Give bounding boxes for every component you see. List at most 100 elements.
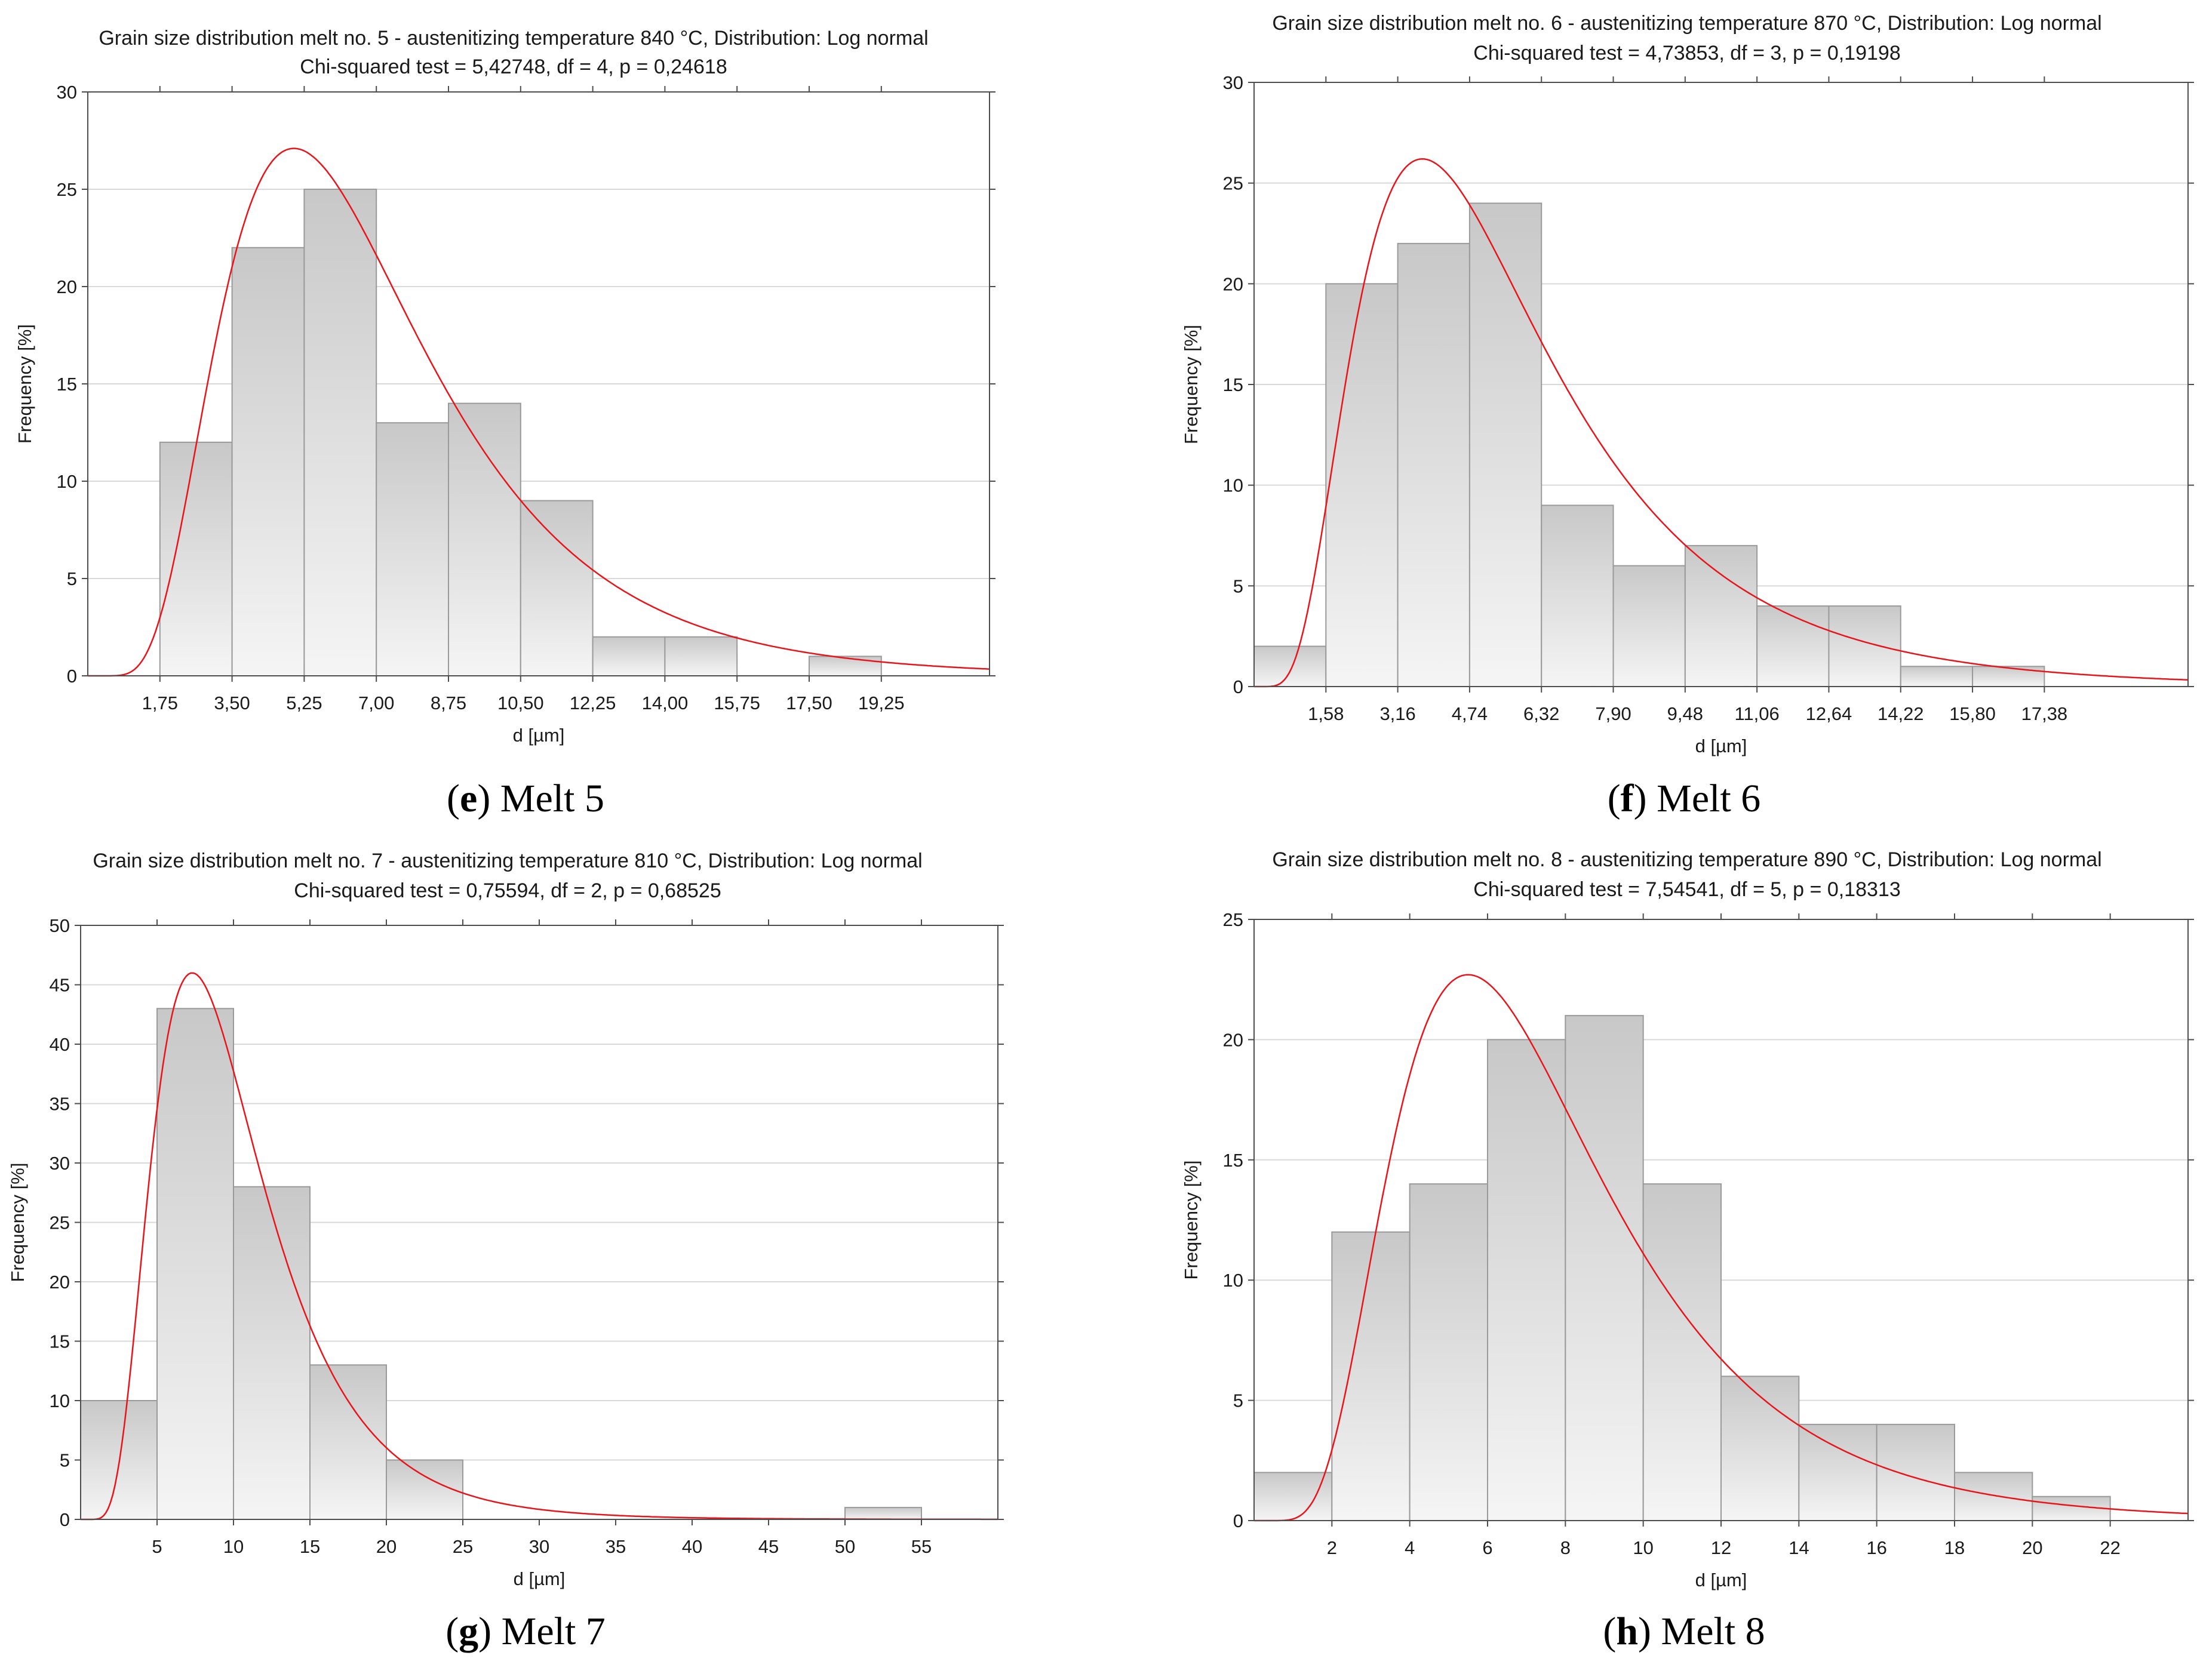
y-ticks: 0 5 10 15 20 25 30 <box>1223 72 2194 697</box>
bars <box>1253 202 2045 688</box>
x-tick-label: 30 <box>529 1536 549 1557</box>
y-tick-label: 5 <box>1233 576 1243 596</box>
x-axis-label: d [µm] <box>514 1568 566 1589</box>
chart-title-line-1: Grain size distribution melt no. 6 - aus… <box>1272 12 2101 35</box>
y-tick-label: 25 <box>50 1213 70 1233</box>
y-tick-label: 0 <box>1233 1510 1243 1531</box>
x-tick-label: 11,06 <box>1735 703 1780 724</box>
x-tick-label: 10 <box>1633 1537 1653 1558</box>
x-tick-label: 14,22 <box>1878 703 1924 724</box>
x-tick-label: 8,75 <box>431 693 466 713</box>
chart-title-line-2: Chi-squared test = 0,75594, df = 2, p = … <box>294 879 721 902</box>
histogram-bar <box>1876 1423 1955 1521</box>
histogram-bar <box>844 1507 922 1520</box>
y-tick-label: 20 <box>50 1272 70 1293</box>
histogram-bar <box>1468 202 1542 687</box>
histogram-bar <box>809 656 882 677</box>
y-tick-label: 30 <box>1223 72 1243 93</box>
figure-caption: (e) Melt 5 <box>447 777 604 820</box>
histogram-bar <box>1798 1423 1878 1521</box>
y-tick-label: 10 <box>1223 475 1243 496</box>
y-tick-label: 0 <box>60 1509 70 1530</box>
histogram-bar <box>1541 504 1614 688</box>
x-tick-label: 3,16 <box>1379 703 1415 724</box>
x-tick-label: 5 <box>152 1536 162 1557</box>
chart-melt-8: Grain size distribution melt no. 8 - aus… <box>1181 848 2194 1590</box>
y-tick-label: 0 <box>67 666 77 687</box>
y-tick-label: 20 <box>1223 1029 1243 1050</box>
bars <box>80 1008 922 1520</box>
y-ticks: 0 5 10 15 20 25 <box>1223 909 2194 1531</box>
y-tick-label: 40 <box>50 1034 70 1055</box>
histogram-bar <box>1828 605 1901 687</box>
x-tick-label: 3,50 <box>214 693 250 713</box>
x-tick-label: 14,00 <box>642 693 689 713</box>
histogram-bar <box>1253 645 1327 687</box>
x-tick-label: 20 <box>376 1536 397 1557</box>
x-tick-label: 25 <box>453 1536 473 1557</box>
fit-curve <box>1254 158 2189 688</box>
figure-caption: (g) Melt 7 <box>445 1610 606 1653</box>
x-tick-label: 10,50 <box>497 693 544 713</box>
x-tick-label: 15,75 <box>714 693 760 713</box>
chart-title-line-2: Chi-squared test = 4,73853, df = 3, p = … <box>1473 42 1900 64</box>
chart-title-line-2: Chi-squared test = 5,42748, df = 4, p = … <box>300 56 727 78</box>
x-tick-label: 10 <box>223 1536 244 1557</box>
chart-panel-melt-7: Grain size distribution melt no. 7 - aus… <box>0 833 1051 1657</box>
x-tick-label: 40 <box>682 1536 702 1557</box>
x-tick-label: 12,64 <box>1806 703 1852 724</box>
caption-letter: f <box>1620 777 1634 820</box>
caption-text: Melt 8 <box>1661 1610 1765 1653</box>
y-tick-label: 30 <box>57 82 77 103</box>
chart-panel-melt-8: Grain size distribution melt no. 8 - aus… <box>1159 833 2197 1657</box>
figure-caption: (h) Melt 8 <box>1603 1610 1765 1653</box>
x-axis-label: d [µm] <box>513 725 565 746</box>
histogram-bar <box>1409 1183 1488 1521</box>
y-tick-label: 25 <box>57 179 77 200</box>
y-tick-label: 10 <box>1223 1270 1243 1291</box>
histogram-bar <box>592 636 666 677</box>
y-tick-label: 15 <box>1223 374 1243 395</box>
histogram-bar <box>1954 1472 2033 1521</box>
histogram-bar <box>386 1459 463 1520</box>
histogram-bar <box>309 1364 387 1520</box>
x-tick-label: 8 <box>1560 1537 1571 1558</box>
x-tick-label: 50 <box>835 1536 855 1557</box>
y-tick-label: 5 <box>1233 1390 1243 1411</box>
x-tick-label: 35 <box>606 1536 626 1557</box>
x-tick-label: 9,48 <box>1667 703 1703 724</box>
bars <box>1253 1015 2111 1521</box>
chart-panel-melt-6: Grain size distribution melt no. 6 - aus… <box>1159 0 2197 824</box>
x-tick-label: 6,32 <box>1523 703 1559 724</box>
lognormal-fit-line <box>1254 974 2189 1522</box>
histogram-bar <box>448 402 521 676</box>
histogram-bar <box>303 189 377 676</box>
histogram-bar <box>233 1186 311 1520</box>
caption-text: Melt 6 <box>1657 777 1761 820</box>
histogram-bar <box>156 1008 234 1520</box>
y-tick-label: 15 <box>50 1331 70 1352</box>
x-tick-label: 12 <box>1711 1537 1731 1558</box>
caption-letter: e <box>460 777 478 820</box>
x-tick-label: 5,25 <box>286 693 322 713</box>
histogram-bar <box>1684 544 1758 687</box>
x-ticks: 5 10 15 20 25 30 35 40 45 50 55 <box>152 919 932 1557</box>
histogram-bar <box>1720 1376 1800 1521</box>
x-tick-label: 20 <box>2022 1537 2042 1558</box>
y-tick-label: 0 <box>1233 676 1243 697</box>
histogram-bar <box>1642 1183 1722 1521</box>
x-tick-label: 6 <box>1482 1537 1492 1558</box>
x-tick-label: 17,38 <box>2021 703 2068 724</box>
y-tick-label: 20 <box>1223 273 1243 294</box>
histogram-bar <box>1253 1472 1333 1521</box>
x-ticks: 1,75 3,50 5,25 7,00 8,75 10,50 12,25 14,00 15,75… <box>142 86 905 713</box>
histogram-bar <box>1972 666 2045 688</box>
y-tick-label: 35 <box>50 1094 70 1115</box>
histogram-bar <box>1325 283 1399 688</box>
y-tick-label: 45 <box>50 975 70 996</box>
chart-melt-7: Grain size distribution melt no. 7 - aus… <box>7 850 1004 1589</box>
y-tick-label: 50 <box>50 915 70 936</box>
chart-title-line-1: Grain size distribution melt no. 5 - aus… <box>99 27 928 50</box>
caption-text: Melt 5 <box>500 777 604 820</box>
y-tick-label: 25 <box>1223 173 1243 194</box>
